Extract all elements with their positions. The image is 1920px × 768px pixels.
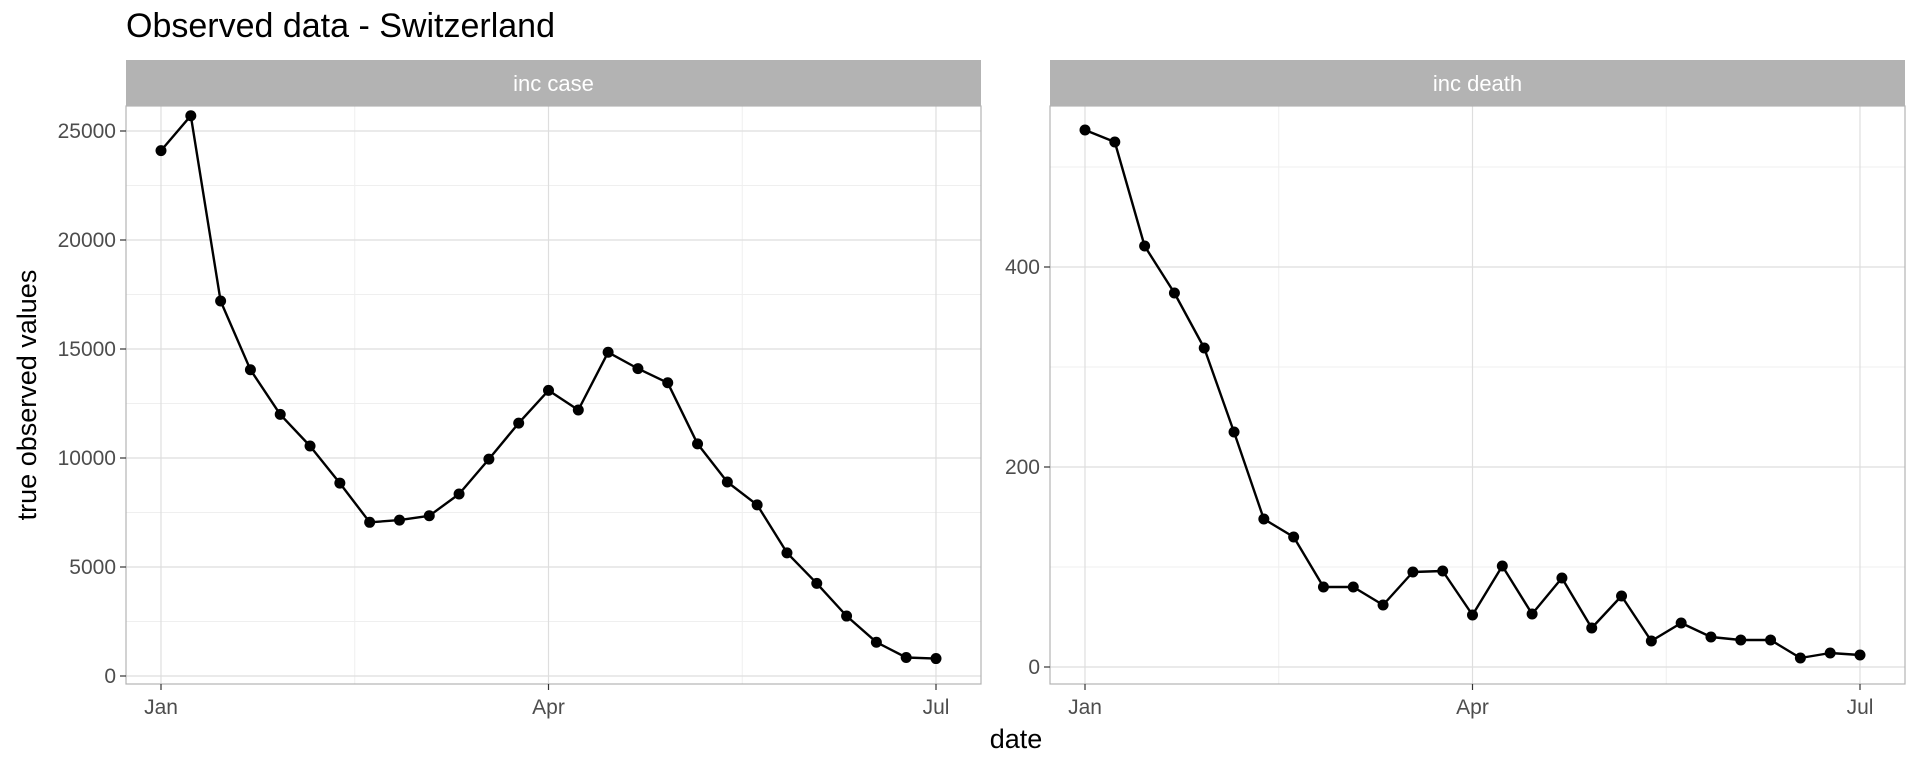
y-tick-label: 200 — [1005, 456, 1040, 479]
chart-title: Observed data - Switzerland — [126, 7, 555, 45]
y-tick-label: 0 — [1028, 656, 1040, 679]
data-point — [870, 636, 882, 648]
y-tick-label: 0 — [104, 665, 116, 688]
data-point — [155, 145, 167, 157]
data-point — [721, 476, 733, 488]
x-tick-label: Apr — [532, 696, 565, 719]
data-point — [1735, 634, 1747, 646]
data-point — [1258, 513, 1270, 525]
data-point — [1645, 635, 1657, 647]
data-point — [1824, 647, 1836, 659]
x-tick-label: Apr — [1456, 696, 1489, 719]
data-point — [543, 384, 554, 396]
facet-panel: inc case 0 5000 10000 15000 20000 25000 Jan Apr J… — [58, 60, 982, 719]
data-point — [1526, 608, 1538, 620]
data-point — [1139, 240, 1151, 252]
y-tick-label: 20000 — [58, 229, 116, 252]
data-point — [1288, 531, 1300, 543]
data-point — [364, 516, 376, 528]
facet-strip — [1050, 60, 1905, 106]
panel-background — [1050, 106, 1905, 684]
data-point — [1794, 652, 1806, 664]
y-tick-label: 15000 — [58, 338, 116, 361]
data-point — [692, 438, 704, 450]
data-point — [1437, 565, 1449, 577]
data-point — [1467, 609, 1478, 621]
data-point — [215, 295, 227, 307]
data-point — [1586, 622, 1598, 634]
data-point — [1556, 572, 1568, 584]
data-point — [632, 363, 644, 375]
y-axis-title: true observed values — [12, 270, 42, 521]
data-point — [751, 499, 763, 511]
data-point — [1377, 599, 1389, 611]
data-point — [1765, 634, 1777, 646]
x-tick-label: Jan — [1068, 696, 1102, 719]
data-point — [662, 377, 674, 389]
data-point — [1616, 590, 1628, 602]
data-point — [1317, 581, 1329, 593]
data-point — [781, 547, 793, 559]
data-point — [1496, 560, 1508, 572]
facet-panel: inc death 0 200 400 Jan Apr Jul — [1005, 60, 1906, 719]
data-point — [304, 440, 316, 452]
data-point — [1168, 287, 1180, 299]
y-tick-label: 25000 — [58, 120, 116, 143]
data-point — [185, 110, 197, 122]
data-point — [453, 488, 465, 500]
data-point — [244, 364, 256, 376]
facet-strip — [126, 60, 981, 106]
y-tick-label: 10000 — [58, 447, 116, 470]
data-point — [334, 477, 346, 489]
data-point — [1198, 342, 1210, 354]
data-point — [811, 577, 823, 589]
data-point — [1675, 617, 1687, 629]
y-tick-label: 5000 — [69, 556, 116, 579]
data-point — [483, 453, 495, 465]
data-point — [1407, 566, 1419, 578]
data-point — [602, 346, 614, 358]
data-point — [393, 514, 405, 526]
facet-strip-label: inc case — [513, 71, 594, 96]
data-point — [1228, 426, 1240, 438]
data-point — [1347, 581, 1359, 593]
data-point — [572, 404, 584, 416]
x-axis-title: date — [990, 724, 1043, 754]
facet-strip-label: inc death — [1433, 71, 1522, 96]
data-point — [274, 408, 286, 420]
y-tick-label: 400 — [1005, 256, 1040, 279]
data-point — [930, 653, 942, 665]
data-point — [423, 510, 435, 522]
data-point — [1109, 136, 1121, 148]
x-tick-label: Jan — [144, 696, 178, 719]
data-point — [513, 417, 525, 429]
data-point — [1079, 124, 1091, 136]
data-point — [841, 610, 853, 622]
data-point — [900, 651, 912, 663]
data-point — [1705, 631, 1717, 643]
facet-panels: inc case 0 5000 10000 15000 20000 25000 Jan Apr J… — [58, 60, 1906, 719]
x-tick-label: Jul — [923, 696, 950, 719]
x-tick-label: Jul — [1847, 696, 1874, 719]
data-point — [1854, 649, 1866, 661]
